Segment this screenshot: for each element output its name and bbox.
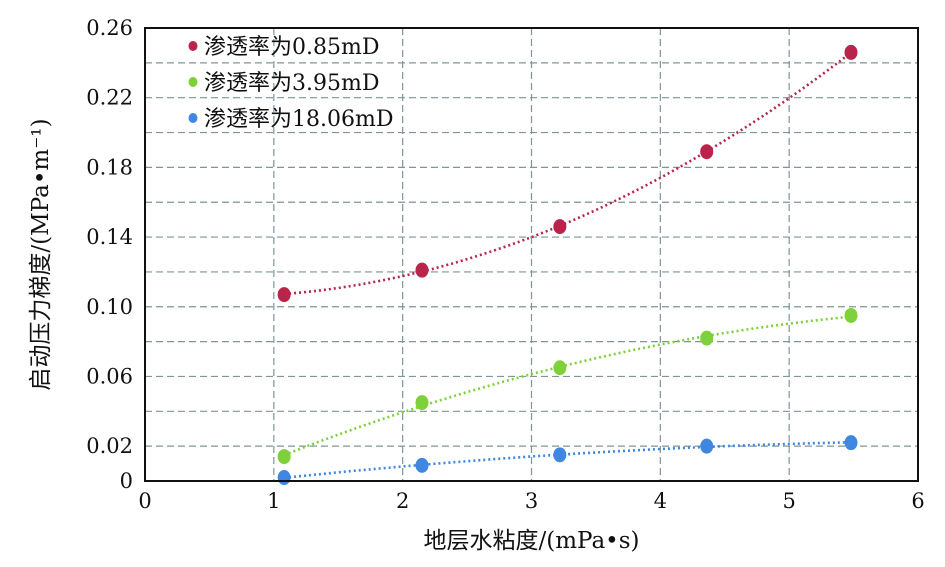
trend-curve (283, 441, 852, 480)
legend: 渗透率为0.85mD 渗透率为3.95mD 渗透率为18.06mD (188, 35, 393, 132)
data-point (277, 449, 291, 465)
legend-entry: 渗透率为0.85mD (204, 35, 380, 60)
x-axis-title: 地层水粘度/(mPa•s) (423, 528, 639, 554)
x-tick-label: 3 (525, 489, 538, 513)
data-point (415, 457, 429, 473)
data-point (277, 470, 291, 486)
y-tick-labels: 0 0.02 0.06 0.10 0.14 0.18 0.22 0.26 (86, 16, 133, 493)
y-tick-label: 0.18 (86, 155, 133, 179)
x-tick-label: 1 (267, 489, 280, 513)
data-point (415, 262, 429, 278)
data-point (553, 360, 567, 376)
y-tick-label: 0 (120, 469, 133, 493)
x-tick-label: 6 (911, 489, 924, 513)
y-tick-label: 0.22 (86, 86, 133, 110)
legend-marker (188, 41, 198, 51)
legend-entry: 渗透率为18.06mD (204, 107, 393, 132)
plot-frame (144, 27, 919, 482)
legend-marker (188, 77, 198, 87)
legend-marker (188, 113, 198, 123)
x-tick-label: 4 (654, 489, 667, 513)
data-point (844, 44, 858, 60)
y-tick-label: 0.14 (86, 225, 133, 249)
data-point (277, 287, 291, 303)
data-point (844, 307, 858, 323)
data-point (553, 447, 567, 463)
x-tick-labels: 0 1 2 3 4 5 6 (138, 489, 924, 513)
y-tick-label: 0.02 (86, 434, 133, 458)
y-tick-label: 0.26 (86, 16, 133, 40)
x-tick-label: 0 (138, 489, 151, 513)
data-point (844, 435, 858, 451)
data-point (553, 219, 567, 235)
y-tick-label: 0.10 (86, 295, 133, 319)
trend-curves (283, 51, 852, 480)
grid (145, 28, 918, 481)
y-tick-label: 0.06 (86, 364, 133, 388)
legend-entry: 渗透率为3.95mD (204, 71, 380, 96)
y-axis-title: 启动压力梯度/(MPa•m⁻¹) (28, 118, 54, 390)
trend-curve (283, 315, 852, 457)
data-point (415, 395, 429, 411)
x-tick-label: 5 (782, 489, 795, 513)
data-point (700, 438, 714, 454)
x-tick-label: 2 (396, 489, 409, 513)
data-point (700, 144, 714, 160)
data-point (700, 330, 714, 346)
trend-curve (283, 51, 852, 296)
